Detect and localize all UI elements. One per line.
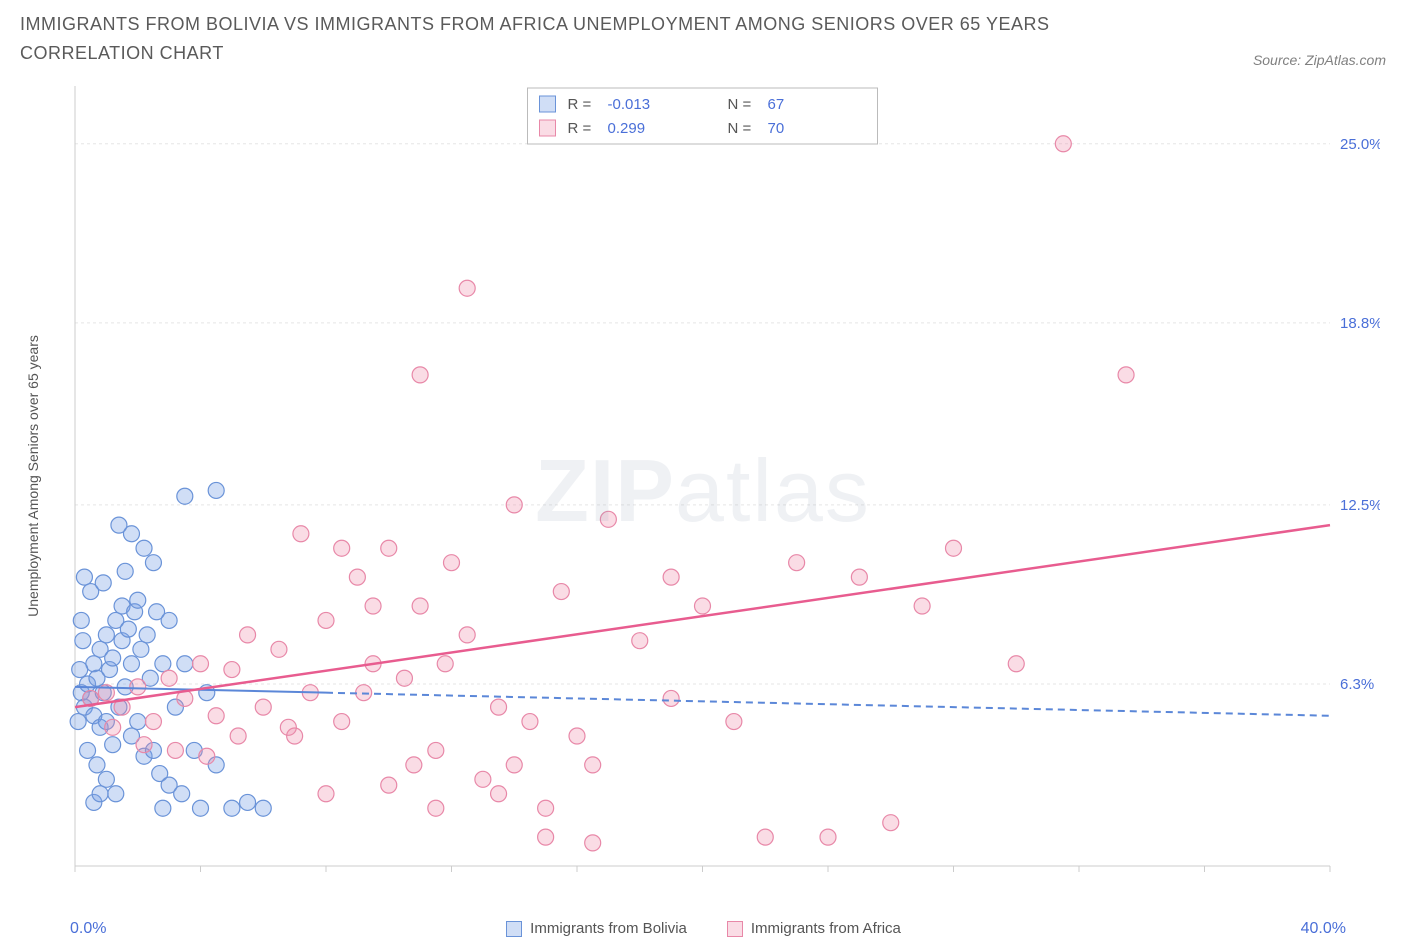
chart-container: 6.3% 12.5% 18.8% 25.0% Unemployment Among Se… xyxy=(20,76,1386,916)
svg-text:70: 70 xyxy=(768,120,785,137)
chart-title: IMMIGRANTS FROM BOLIVIA VS IMMIGRANTS FR… xyxy=(20,10,1120,68)
legend-item-bolivia: Immigrants from Bolivia xyxy=(506,920,687,937)
svg-text:Unemployment Among Seniors ove: Unemployment Among Seniors over 65 years xyxy=(25,335,41,617)
legend-label-africa: Immigrants from Africa xyxy=(751,920,901,937)
svg-text:25.0%: 25.0% xyxy=(1340,135,1380,152)
series-legend: Immigrants from Bolivia Immigrants from … xyxy=(506,920,901,937)
svg-text:N =: N = xyxy=(728,96,752,113)
legend-label-bolivia: Immigrants from Bolivia xyxy=(530,920,687,937)
x-axis-max-label: 40.0% xyxy=(1301,920,1346,938)
svg-text:6.3%: 6.3% xyxy=(1340,676,1374,693)
x-axis-min-label: 0.0% xyxy=(70,920,106,938)
swatch-africa xyxy=(727,921,743,937)
svg-text:-0.013: -0.013 xyxy=(608,96,651,113)
legend-item-africa: Immigrants from Africa xyxy=(727,920,901,937)
scatter-chart: 6.3% 12.5% 18.8% 25.0% Unemployment Among Se… xyxy=(20,76,1380,916)
source-attribution: Source: ZipAtlas.com xyxy=(1253,52,1386,68)
svg-text:12.5%: 12.5% xyxy=(1340,496,1380,513)
svg-text:R =: R = xyxy=(568,120,592,137)
svg-text:N =: N = xyxy=(728,120,752,137)
svg-text:18.8%: 18.8% xyxy=(1340,314,1380,331)
bottom-axis-row: 0.0% Immigrants from Bolivia Immigrants … xyxy=(20,916,1386,938)
svg-text:0.299: 0.299 xyxy=(608,120,646,137)
svg-text:R =: R = xyxy=(568,96,592,113)
svg-text:67: 67 xyxy=(768,96,785,113)
swatch-bolivia xyxy=(506,921,522,937)
